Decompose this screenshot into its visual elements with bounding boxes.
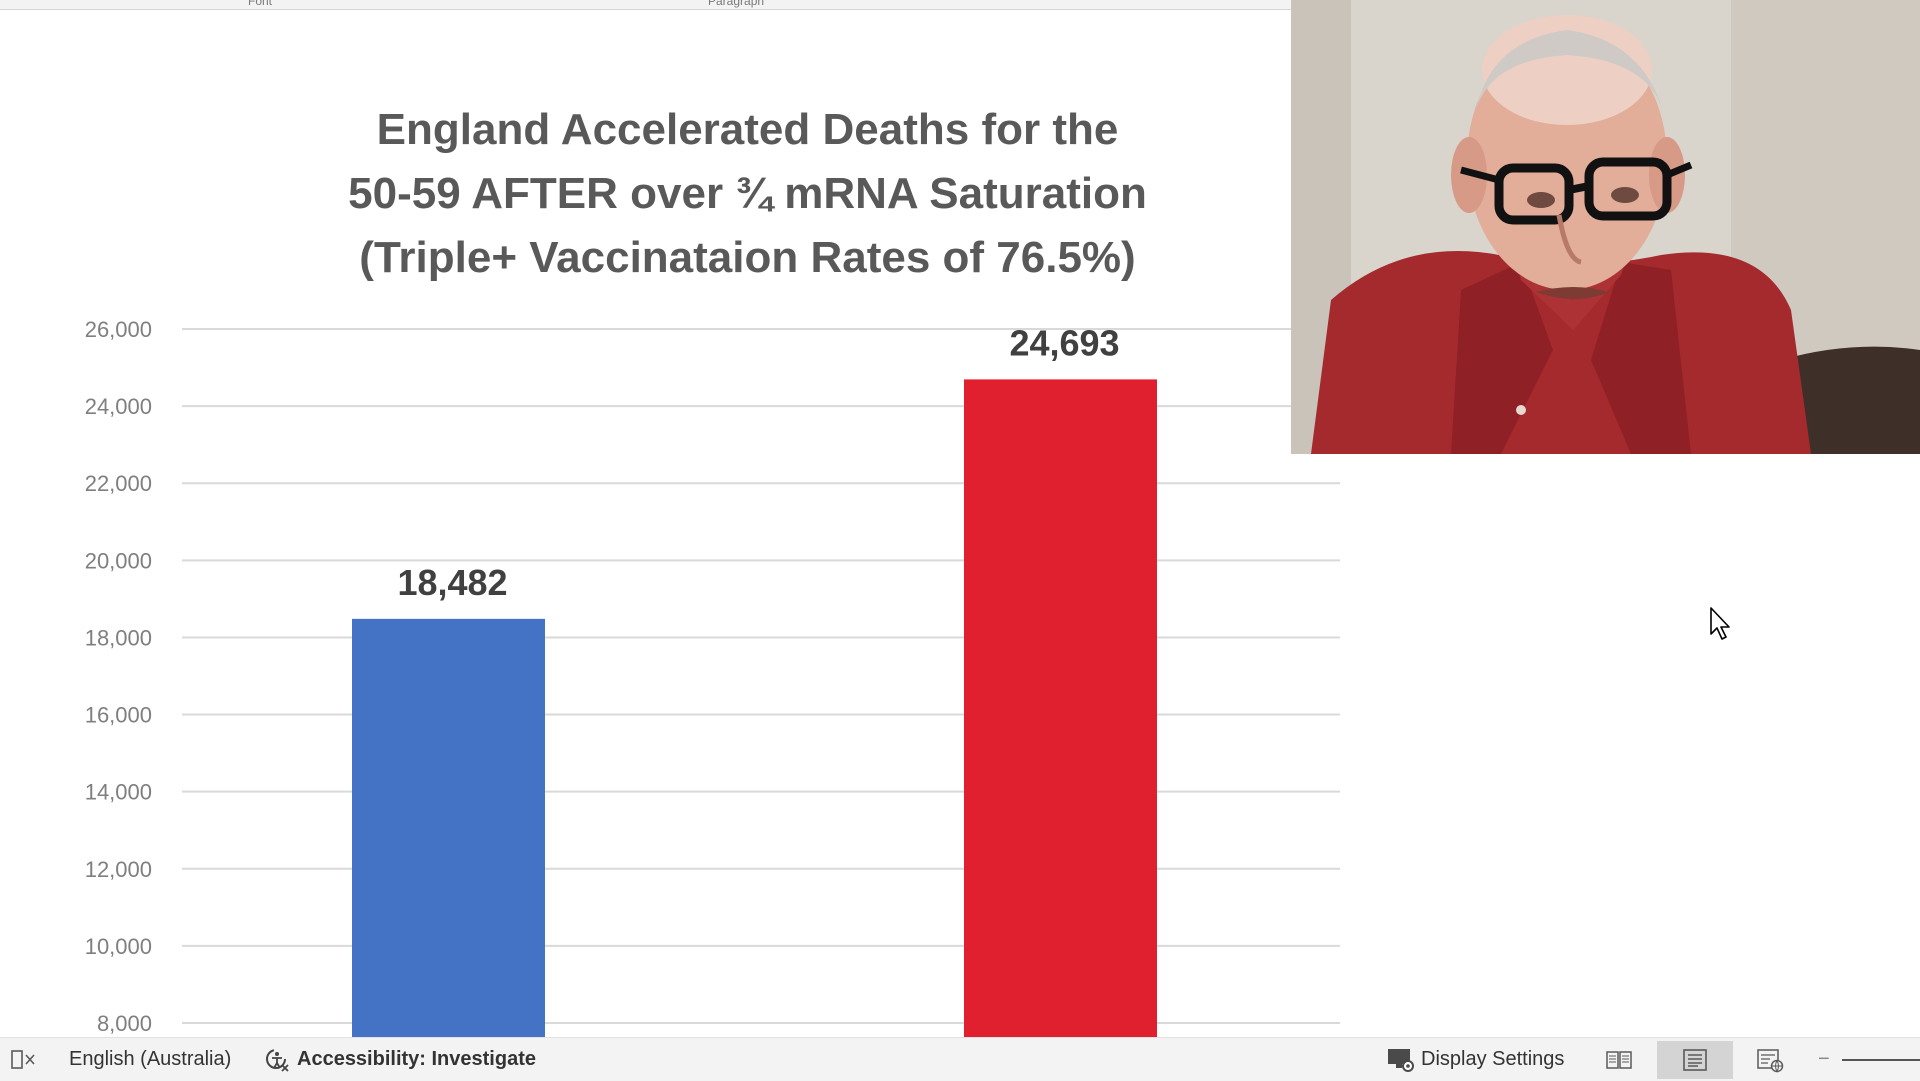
chart-title-line-1: England Accelerated Deaths for the <box>376 105 1119 154</box>
display-settings-icon <box>1387 1047 1415 1073</box>
chart-title-line-2: 50-59 AFTER over ¾ mRNA Saturation <box>348 169 1147 218</box>
web-layout-icon <box>1757 1049 1784 1073</box>
bar <box>964 379 1157 1037</box>
y-tick-label: 26,000 <box>85 317 152 342</box>
mouse-pointer-icon <box>1709 606 1733 647</box>
presenter-webcam-overlay <box>1291 0 1920 454</box>
display-settings-label: Display Settings <box>1421 1048 1565 1070</box>
y-tick-label: 16,000 <box>85 703 152 728</box>
status-bar: English (Australia) Accessibility: Inves… <box>0 1037 1920 1081</box>
chart-title-line-3: (Triple+ Vaccinataion Rates of 76.5%) <box>359 233 1136 282</box>
y-tick-label: 22,000 <box>85 471 152 496</box>
ribbon-group-font[interactable]: Font <box>248 0 273 8</box>
y-tick-label: 18,000 <box>85 625 152 650</box>
accessibility-icon <box>263 1046 291 1074</box>
bar-value-label: 18,482 <box>397 562 507 603</box>
zoom-slider[interactable] <box>1842 1038 1920 1081</box>
y-tick-label: 8,000 <box>97 1011 152 1036</box>
language-label: English (Australia) <box>69 1048 232 1070</box>
bar-chart: 8,000 10,000 12,000 14,000 16,000 18,000 20,00… <box>85 317 1340 1037</box>
ribbon-strip: Font Paragraph <box>0 0 1920 10</box>
web-layout-button[interactable] <box>1733 1041 1809 1079</box>
y-tick-label: 12,000 <box>85 857 152 882</box>
ribbon-group-paragraph[interactable]: Paragraph <box>708 0 765 8</box>
presenter-video <box>1291 0 1920 454</box>
y-tick-label: 10,000 <box>85 934 152 959</box>
display-settings-button[interactable]: Display Settings <box>1387 1038 1564 1081</box>
print-layout-button[interactable] <box>1657 1041 1733 1079</box>
zoom-out-button[interactable]: − <box>1818 1038 1830 1081</box>
chart-title: England Accelerated Deaths for the 50-59… <box>230 98 1265 290</box>
page-focus-icon[interactable] <box>10 1038 38 1081</box>
print-layout-icon <box>1683 1049 1707 1071</box>
y-tick-label: 14,000 <box>85 780 152 805</box>
bar-value-label: 24,693 <box>1009 322 1119 363</box>
bar <box>352 618 545 1037</box>
language-status[interactable]: English (Australia) <box>69 1038 231 1081</box>
accessibility-label: Accessibility: Investigate <box>297 1048 536 1070</box>
y-tick-label: 24,000 <box>85 394 152 419</box>
accessibility-status[interactable]: Accessibility: Investigate <box>263 1038 536 1081</box>
read-mode-icon <box>1606 1051 1632 1069</box>
zoom-slider-track[interactable] <box>1842 1058 1920 1061</box>
read-mode-button[interactable] <box>1581 1041 1657 1079</box>
zoom-out-label: − <box>1818 1048 1830 1070</box>
y-tick-label: 20,000 <box>85 548 152 573</box>
